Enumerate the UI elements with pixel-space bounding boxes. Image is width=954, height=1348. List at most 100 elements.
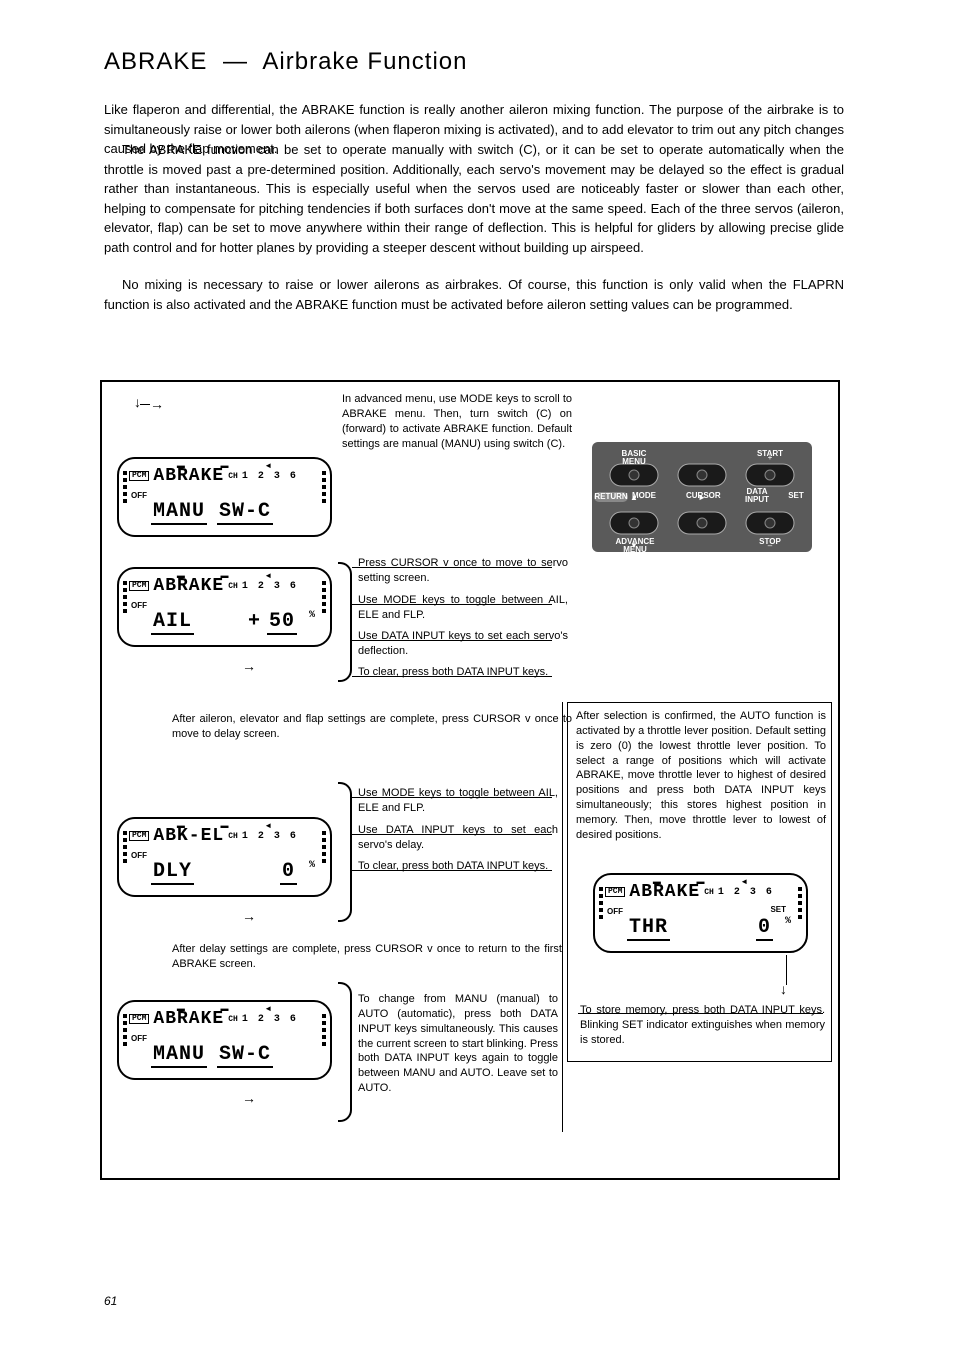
lcd-left-dots <box>123 1014 127 1046</box>
lcd2-f1: AIL <box>151 610 194 635</box>
pcm-badge: PCM <box>605 887 625 897</box>
keypad-basic-menu-label: BASIC MENU <box>614 450 654 466</box>
bracket-right-3 <box>338 982 352 1122</box>
arrow-right-icon: → <box>242 908 256 924</box>
lcd-left-dots <box>599 887 603 919</box>
connector-line <box>562 702 563 1132</box>
anno-b3: To clear, press both DATA INPUT keys. <box>358 859 558 874</box>
lcd4-f2: SW-C <box>217 1043 273 1068</box>
anno-d-lead: After selection is confirmed, the AUTO f… <box>576 709 826 843</box>
ch-nums: 1 2 3 6 <box>718 887 774 898</box>
anno-b1: Use MODE keys to toggle between AIL, ELE… <box>358 786 558 816</box>
page-number: 61 <box>104 1294 117 1308</box>
lcd-top-ticks: ▬▬◄ <box>159 821 290 830</box>
anno-a2: Use MODE keys to toggle between AIL, ELE… <box>358 593 568 623</box>
pcm-badge: PCM <box>129 1014 149 1024</box>
lcd3-val: 0 <box>280 860 297 885</box>
lcd5-val: 0 <box>756 916 773 941</box>
anno-c1: To change from MANU (manual) to AUTO (au… <box>358 992 558 1096</box>
lcd-top-ticks: ▬▬◄ <box>159 1004 290 1013</box>
lcd-panel-4: ▬▬◄ PCM ABRAKE CH 1 2 3 6 OFF MANU SW-C <box>117 1000 332 1080</box>
lcd3-bottom-row: DLY 0 % <box>151 860 316 885</box>
lcd-top-ticks: ▬▬◄ <box>159 571 290 580</box>
anno-b-lead: After aileron, elevator and flap setting… <box>172 712 572 742</box>
off-label: OFF <box>131 1034 147 1043</box>
lcd-right-dots <box>798 887 802 919</box>
title-dash: — <box>223 48 248 75</box>
anno-a1: Press CURSOR v once to move to servo set… <box>358 556 568 586</box>
bracket-right-2 <box>338 782 352 922</box>
bracket-right-1 <box>338 562 352 682</box>
auto-throttle-box: After selection is confirmed, the AUTO f… <box>567 702 832 1062</box>
off-label: OFF <box>131 851 147 860</box>
lcd-left-dots <box>123 581 127 613</box>
title-main: ABRAKE <box>104 48 207 75</box>
keypad-set-label: SET <box>784 492 808 500</box>
lcd-top-ticks: ▬▬◄ <box>159 461 290 470</box>
lcd-left-dots <box>123 831 127 863</box>
lcd2-sign: + <box>248 610 261 633</box>
diagram-frame: ↓ → In advanced menu, use MODE keys to s… <box>100 380 840 1180</box>
lcd5-bottom-row: THR 0 % <box>627 916 792 941</box>
off-label: OFF <box>607 907 623 916</box>
title-sub: Airbrake Function <box>262 48 467 75</box>
connector-line <box>140 404 150 405</box>
anno-b2: Use DATA INPUT keys to set each servo's … <box>358 823 558 853</box>
arrow-right-icon: → <box>242 658 256 674</box>
lcd5-f1: THR <box>627 916 670 941</box>
lcd-right-dots <box>322 581 326 613</box>
ch-nums: 1 2 3 6 <box>242 471 298 482</box>
lcd1-bottom-row: MANU SW-C <box>151 500 316 525</box>
lcd2-bottom-row: AIL + 50 % <box>151 610 316 635</box>
ch-label: CH <box>228 472 238 481</box>
keypad: ▲ ► + – ▼ BASIC MENU START RETURN MODE C… <box>592 442 812 552</box>
off-label: OFF <box>131 491 147 500</box>
anno-a4: To clear, press both DATA INPUT keys. <box>358 665 568 680</box>
arrow-down-icon: ↓ <box>780 981 787 997</box>
lcd-panel-5: ▬▬◄ PCM ABRAKE CH 1 2 3 6 OFF SET THR 0 … <box>593 873 808 953</box>
ch-nums: 1 2 3 6 <box>242 831 298 842</box>
lcd-top-ticks: ▬▬◄ <box>635 877 766 886</box>
keypad-advance-menu-label: ADVANCE MENU <box>610 538 660 554</box>
pcm-badge: PCM <box>129 581 149 591</box>
ch-label: CH <box>704 888 714 897</box>
keypad-mode-label: MODE <box>630 492 658 500</box>
lcd-panel-3: ▬▬◄ PCM ABK-EL CH 1 2 3 6 OFF DLY 0 % <box>117 817 332 897</box>
intro-para-2: The ABRAKE function can be set to operat… <box>104 140 844 257</box>
pcm-badge: PCM <box>129 471 149 481</box>
top-steps-text: In advanced menu, use MODE keys to scrol… <box>342 392 572 451</box>
intro-para-3: No mixing is necessary to raise or lower… <box>104 275 844 314</box>
lcd4-f1: MANU <box>151 1043 207 1068</box>
pct-label: % <box>309 610 316 621</box>
anno-a3: Use DATA INPUT keys to set each servo's … <box>358 629 568 659</box>
ch-nums: 1 2 3 6 <box>242 581 298 592</box>
lcd-panel-2: ▬▬◄ PCM ABRAKE CH 1 2 3 6 OFF AIL + 50 % <box>117 567 332 647</box>
anno-c-lead: After delay settings are complete, press… <box>172 942 562 972</box>
page-title: ABRAKE — Airbrake Function <box>104 48 467 76</box>
arrow-right-icon: → <box>150 396 164 412</box>
keypad-stop-label: STOP <box>750 538 790 546</box>
lcd-right-dots <box>322 831 326 863</box>
lcd-right-dots <box>322 471 326 503</box>
ch-label: CH <box>228 582 238 591</box>
off-label: OFF <box>131 601 147 610</box>
lcd-left-dots <box>123 471 127 503</box>
pcm-badge: PCM <box>129 831 149 841</box>
pct-label: % <box>785 916 792 927</box>
ch-nums: 1 2 3 6 <box>242 1014 298 1025</box>
keypad-cursor-label: CURSOR <box>686 492 720 500</box>
anno-d1: To store memory, press both DATA INPUT k… <box>580 1003 825 1048</box>
arrow-right-icon: → <box>242 1090 256 1106</box>
keypad-return-label: RETURN <box>594 492 628 502</box>
lcd4-bottom-row: MANU SW-C <box>151 1043 316 1068</box>
lcd1-f2: SW-C <box>217 500 273 525</box>
keypad-data-input-label: DATA INPUT <box>742 488 772 504</box>
lcd-right-dots <box>322 1014 326 1046</box>
set-label: SET <box>770 905 786 914</box>
pct-label: % <box>309 860 316 871</box>
lcd2-val: 50 <box>267 610 297 635</box>
lcd3-f1: DLY <box>151 860 194 885</box>
arrow-down-icon: ↓ <box>134 394 141 410</box>
ch-label: CH <box>228 832 238 841</box>
ch-label: CH <box>228 1015 238 1024</box>
